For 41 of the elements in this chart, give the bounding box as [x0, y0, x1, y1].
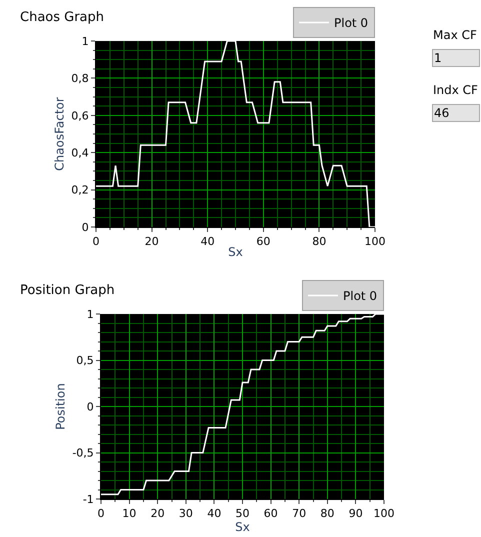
- y-axis-title: Position: [54, 383, 68, 430]
- x-tick-label: 100: [364, 235, 386, 248]
- x-tick-label: 90: [348, 507, 363, 520]
- line-series: [101, 314, 384, 496]
- text: Max CF: [433, 28, 477, 42]
- y-tick-label: 1: [82, 34, 89, 48]
- x-axis-title: Sx: [235, 520, 250, 534]
- chart-title: Position Graph: [20, 283, 115, 298]
- y-tick-label: 0: [86, 400, 94, 414]
- y-tick-label: 0,8: [71, 72, 89, 86]
- y-tick-label: 1: [86, 308, 94, 321]
- x-tick-label: 100: [374, 507, 394, 520]
- y-tick-label: 0,6: [71, 109, 89, 122]
- x-tick-label: 70: [292, 507, 306, 520]
- x-tick-label: 50: [236, 507, 250, 520]
- line-series: [96, 41, 375, 227]
- x-tick-label: 40: [200, 235, 215, 248]
- y-tick-label: -0,5: [72, 446, 94, 460]
- y-axis-title: ChaosFactor: [52, 97, 67, 171]
- legend-label: Plot 0: [343, 289, 378, 304]
- x-tick-label: 0: [98, 507, 104, 520]
- x-tick-label: 10: [122, 507, 136, 520]
- x-tick-label: 40: [207, 507, 222, 520]
- chart-title: Chaos Graph: [20, 10, 104, 25]
- y-tick-label: 0,4: [71, 146, 89, 160]
- text: Indx CF: [433, 83, 478, 97]
- y-tick-label: -1: [82, 492, 94, 506]
- x-tick-label: 30: [178, 507, 193, 520]
- x-tick-label: 20: [150, 507, 165, 520]
- y-tick-label: 0,2: [71, 184, 89, 197]
- x-tick-label: 80: [312, 235, 326, 248]
- y-tick-label: 0: [82, 220, 89, 234]
- x-tick-label: 80: [320, 507, 334, 520]
- x-axis-title: Sx: [228, 245, 243, 260]
- text: 46: [434, 106, 450, 120]
- x-tick-label: 20: [144, 235, 159, 248]
- legend-label: Plot 0: [334, 16, 368, 30]
- text: 1: [434, 51, 442, 65]
- y-tick-label: 0,5: [76, 354, 94, 368]
- x-tick-label: 60: [264, 507, 278, 520]
- x-tick-label: 60: [256, 235, 270, 248]
